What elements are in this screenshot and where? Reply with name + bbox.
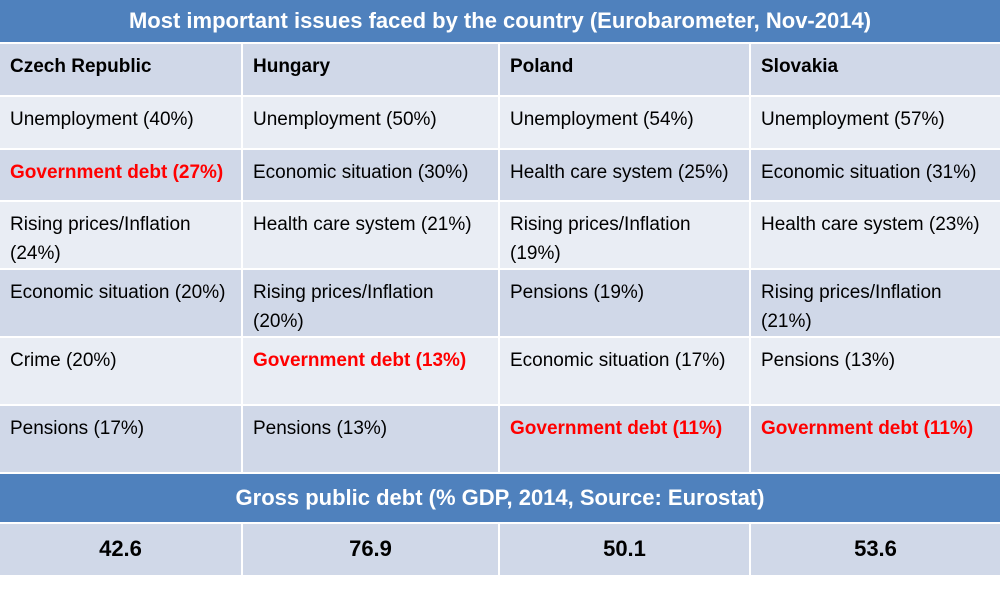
issue-cell: Pensions (13%) bbox=[243, 406, 500, 474]
column-header: Poland bbox=[500, 44, 751, 97]
issue-cell: Pensions (17%) bbox=[0, 406, 243, 474]
issue-cell: Economic situation (17%) bbox=[500, 338, 751, 406]
issue-cell: Unemployment (57%) bbox=[751, 97, 1000, 150]
issue-cell-highlighted: Government debt (13%) bbox=[243, 338, 500, 406]
debt-value: 53.6 bbox=[751, 524, 1000, 575]
issue-cell: Health care system (21%) bbox=[243, 202, 500, 270]
table-title: Most important issues faced by the count… bbox=[0, 0, 1000, 44]
issue-cell: Health care system (25%) bbox=[500, 150, 751, 202]
issue-cell: Rising prices/Inflation (20%) bbox=[243, 270, 500, 338]
issue-cell: Rising prices/Inflation (24%) bbox=[0, 202, 243, 270]
issue-rows: Unemployment (40%) Unemployment (50%) Unem… bbox=[0, 97, 1000, 474]
issue-cell: Economic situation (20%) bbox=[0, 270, 243, 338]
debt-value: 50.1 bbox=[500, 524, 751, 575]
issue-cell: Rising prices/Inflation (21%) bbox=[751, 270, 1000, 338]
issue-cell: Pensions (19%) bbox=[500, 270, 751, 338]
debt-value: 42.6 bbox=[0, 524, 243, 575]
issue-cell-highlighted: Government debt (27%) bbox=[0, 150, 243, 202]
column-header: Slovakia bbox=[751, 44, 1000, 97]
issue-cell-highlighted: Government debt (11%) bbox=[500, 406, 751, 474]
issue-cell: Crime (20%) bbox=[0, 338, 243, 406]
debt-value: 76.9 bbox=[243, 524, 500, 575]
issue-cell: Pensions (13%) bbox=[751, 338, 1000, 406]
issue-cell: Health care system (23%) bbox=[751, 202, 1000, 270]
issue-cell: Unemployment (54%) bbox=[500, 97, 751, 150]
debt-section-title: Gross public debt (% GDP, 2014, Source: … bbox=[0, 474, 1000, 524]
issue-cell: Economic situation (30%) bbox=[243, 150, 500, 202]
column-header: Czech Republic bbox=[0, 44, 243, 97]
issue-cell: Economic situation (31%) bbox=[751, 150, 1000, 202]
issue-cell: Unemployment (50%) bbox=[243, 97, 500, 150]
issue-cell: Rising prices/Inflation (19%) bbox=[500, 202, 751, 270]
issue-cell: Unemployment (40%) bbox=[0, 97, 243, 150]
column-header: Hungary bbox=[243, 44, 500, 97]
issue-cell-highlighted: Government debt (11%) bbox=[751, 406, 1000, 474]
debt-values-row: 42.6 76.9 50.1 53.6 bbox=[0, 524, 1000, 575]
country-header-row: Czech Republic Hungary Poland Slovakia bbox=[0, 44, 1000, 97]
